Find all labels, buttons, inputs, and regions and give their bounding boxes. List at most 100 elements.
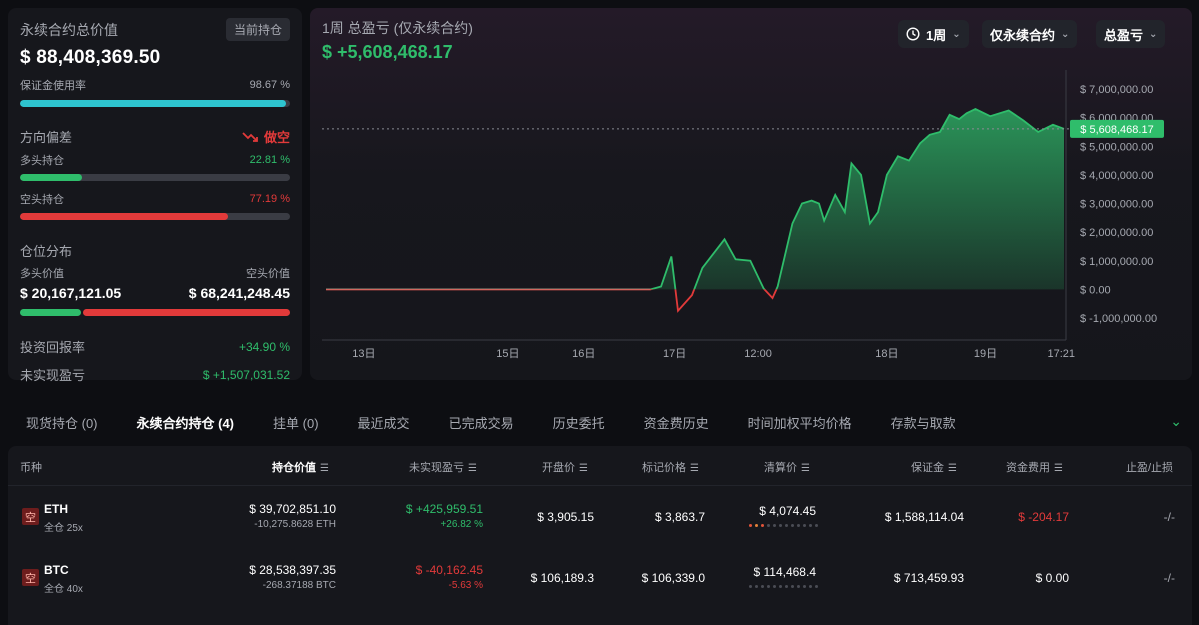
margin-usage-bar bbox=[20, 100, 290, 107]
header-margin[interactable]: 保证金 ☰ bbox=[911, 459, 957, 475]
row-liquidation-price: $ 4,074.45 bbox=[759, 504, 816, 518]
long-position-label: 多头持仓 bbox=[20, 155, 64, 167]
row-symbol[interactable]: BTC bbox=[44, 563, 69, 577]
row-unrealized-pnl: $ +425,959.51 bbox=[405, 502, 483, 516]
summary-panel: 永续合约总价值 当前持仓 $ 88,408,369.50 保证金使用率 98.6… bbox=[8, 8, 302, 383]
collapse-chevron-icon[interactable]: ⌄ bbox=[1170, 413, 1182, 429]
table-row[interactable]: 空 ETH 全仓 25x $ 39,702,851.10 -10,275.862… bbox=[8, 486, 1192, 547]
bias-value-text: 做空 bbox=[263, 130, 290, 145]
row-entry-price: $ 106,189.3 bbox=[530, 571, 594, 585]
sort-icon: ☰ bbox=[801, 463, 810, 474]
row-funding: $ 0.00 bbox=[1035, 571, 1069, 585]
x-tick-label: 17:21 bbox=[1047, 348, 1075, 360]
row-unrealized-pnl: $ -40,162.45 bbox=[415, 563, 483, 577]
y-tick-label: $ -1,000,000.00 bbox=[1080, 313, 1157, 325]
scope-dropdown[interactable]: 仅永续合约 ⌄ bbox=[982, 20, 1078, 48]
short-position-fill bbox=[20, 213, 229, 220]
row-tpsl[interactable]: -/- bbox=[1163, 571, 1175, 585]
header-entry-price[interactable]: 开盘价 ☰ bbox=[542, 459, 588, 475]
table-body: 空 ETH 全仓 25x $ 39,702,851.10 -10,275.862… bbox=[8, 486, 1192, 608]
header-funding[interactable]: 资金费用 ☰ bbox=[1006, 459, 1063, 475]
distribution-bar bbox=[20, 309, 290, 316]
y-tick-label: $ 3,000,000.00 bbox=[1080, 199, 1153, 211]
header-liquidation-price[interactable]: 清算价 ☰ bbox=[764, 459, 810, 475]
header-position-value-text: 持仓价值 bbox=[272, 462, 316, 474]
header-mark-price[interactable]: 标记价格 ☰ bbox=[642, 459, 699, 475]
row-entry-price: $ 3,905.15 bbox=[537, 510, 594, 524]
y-tick-label: $ 7,000,000.00 bbox=[1080, 84, 1153, 96]
row-tpsl[interactable]: -/- bbox=[1163, 510, 1175, 524]
row-symbol[interactable]: ETH bbox=[44, 502, 68, 516]
header-tpsl: 止盈/止损 bbox=[1126, 462, 1174, 474]
sort-icon: ☰ bbox=[320, 463, 329, 474]
sort-icon: ☰ bbox=[579, 463, 588, 474]
header-position-value[interactable]: 持仓价值 ☰ bbox=[272, 459, 329, 475]
total-value: $ 88,408,369.50 bbox=[20, 47, 161, 68]
short-position-pct: 77.19 % bbox=[249, 193, 290, 205]
summary-title: 永续合约总价值 bbox=[20, 21, 118, 38]
unrealized-pnl-value: $ +1,507,031.52 bbox=[202, 367, 290, 382]
current-positions-button[interactable]: 当前持仓 bbox=[225, 18, 290, 41]
pnl-line-negative bbox=[326, 289, 778, 313]
tab-4[interactable]: 已完成交易 bbox=[448, 415, 514, 431]
trend-down-icon bbox=[242, 132, 259, 142]
header-liquidation-price-text: 清算价 bbox=[764, 462, 797, 474]
tab-7[interactable]: 时间加权平均价格 bbox=[747, 415, 852, 431]
x-tick-label: 12:00 bbox=[744, 348, 772, 360]
tab-2[interactable]: 挂单 (0) bbox=[273, 415, 319, 431]
distribution-short-segment bbox=[83, 309, 290, 316]
pnl-chart[interactable]: $ 7,000,000.00$ 6,000,000.00$ 5,000,000.… bbox=[310, 8, 1192, 380]
short-value-label: 空头价值 bbox=[246, 268, 290, 280]
row-unrealized-pnl-pct: -5.63 % bbox=[448, 580, 483, 591]
metric-dropdown[interactable]: 总盈亏 ⌄ bbox=[1096, 20, 1166, 48]
row-position-value: $ 28,538,397.35 bbox=[249, 563, 336, 577]
x-tick-label: 18日 bbox=[875, 348, 898, 360]
long-value-label: 多头价值 bbox=[20, 268, 64, 280]
x-tick-label: 15日 bbox=[496, 348, 519, 360]
period-dropdown[interactable]: 1周 ⌄ bbox=[898, 20, 969, 48]
table-header: 币种 持仓价值 ☰ 未实现盈亏 ☰ 开盘价 ☰ 标记价格 ☰ 清算价 ☰ 保证金 ☰ 资金费… bbox=[8, 446, 1192, 486]
header-entry-price-text: 开盘价 bbox=[542, 462, 575, 474]
y-tick-label: $ 1,000,000.00 bbox=[1080, 256, 1153, 268]
current-value-label: $ 5,608,468.17 bbox=[1080, 124, 1153, 136]
tab-0[interactable]: 现货持仓 (0) bbox=[26, 415, 98, 431]
y-tick-label: $ 5,000,000.00 bbox=[1080, 141, 1153, 153]
tab-8[interactable]: 存款与取款 bbox=[890, 415, 956, 431]
long-position-pct: 22.81 % bbox=[249, 154, 290, 166]
tab-5[interactable]: 历史委托 bbox=[552, 415, 605, 431]
margin-usage-label: 保证金使用率 bbox=[20, 80, 86, 92]
row-margin-mode: 全仓 40x bbox=[44, 584, 83, 595]
bias-value: 做空 bbox=[242, 127, 290, 146]
tab-3[interactable]: 最近成交 bbox=[357, 415, 410, 431]
bias-label: 方向偏差 bbox=[20, 130, 73, 145]
short-position-label: 空头持仓 bbox=[20, 194, 64, 206]
distribution-label: 仓位分布 bbox=[20, 244, 73, 259]
long-position-fill bbox=[20, 174, 82, 181]
header-margin-text: 保证金 bbox=[911, 462, 944, 474]
tab-6[interactable]: 资金费历史 bbox=[643, 415, 709, 431]
header-unrealized-pnl[interactable]: 未实现盈亏 ☰ bbox=[409, 459, 477, 475]
short-value: $ 68,241,248.45 bbox=[188, 285, 290, 301]
tab-1[interactable]: 永续合约持仓 (4) bbox=[136, 415, 235, 431]
sort-icon: ☰ bbox=[1054, 463, 1063, 474]
clock-icon bbox=[906, 27, 920, 41]
row-mark-price: $ 106,339.0 bbox=[641, 571, 705, 585]
chevron-down-icon: ⌄ bbox=[952, 28, 961, 40]
table-row[interactable]: 空 BTC 全仓 40x $ 28,538,397.35 -268.37188 … bbox=[8, 547, 1192, 608]
sort-icon: ☰ bbox=[468, 463, 477, 474]
row-liquidation-price: $ 114,468.4 bbox=[753, 565, 816, 579]
current-value-tag bbox=[1070, 119, 1164, 138]
liquidation-risk-dots bbox=[749, 585, 818, 588]
chart-value: $ +5,608,468.17 bbox=[322, 42, 453, 62]
row-margin-mode: 全仓 25x bbox=[44, 523, 83, 534]
row-margin: $ 713,459.93 bbox=[893, 571, 964, 585]
y-tick-label: $ 2,000,000.00 bbox=[1080, 227, 1153, 239]
chevron-down-icon: ⌄ bbox=[1149, 28, 1158, 40]
chevron-down-icon: ⌄ bbox=[1061, 28, 1070, 40]
sort-icon: ☰ bbox=[948, 463, 957, 474]
x-tick-label: 13日 bbox=[352, 348, 375, 360]
row-unrealized-pnl-pct: +26.82 % bbox=[440, 519, 483, 530]
margin-usage-fill bbox=[20, 100, 287, 107]
margin-usage-value: 98.67 % bbox=[249, 79, 290, 91]
long-value: $ 20,167,121.05 bbox=[20, 285, 122, 301]
